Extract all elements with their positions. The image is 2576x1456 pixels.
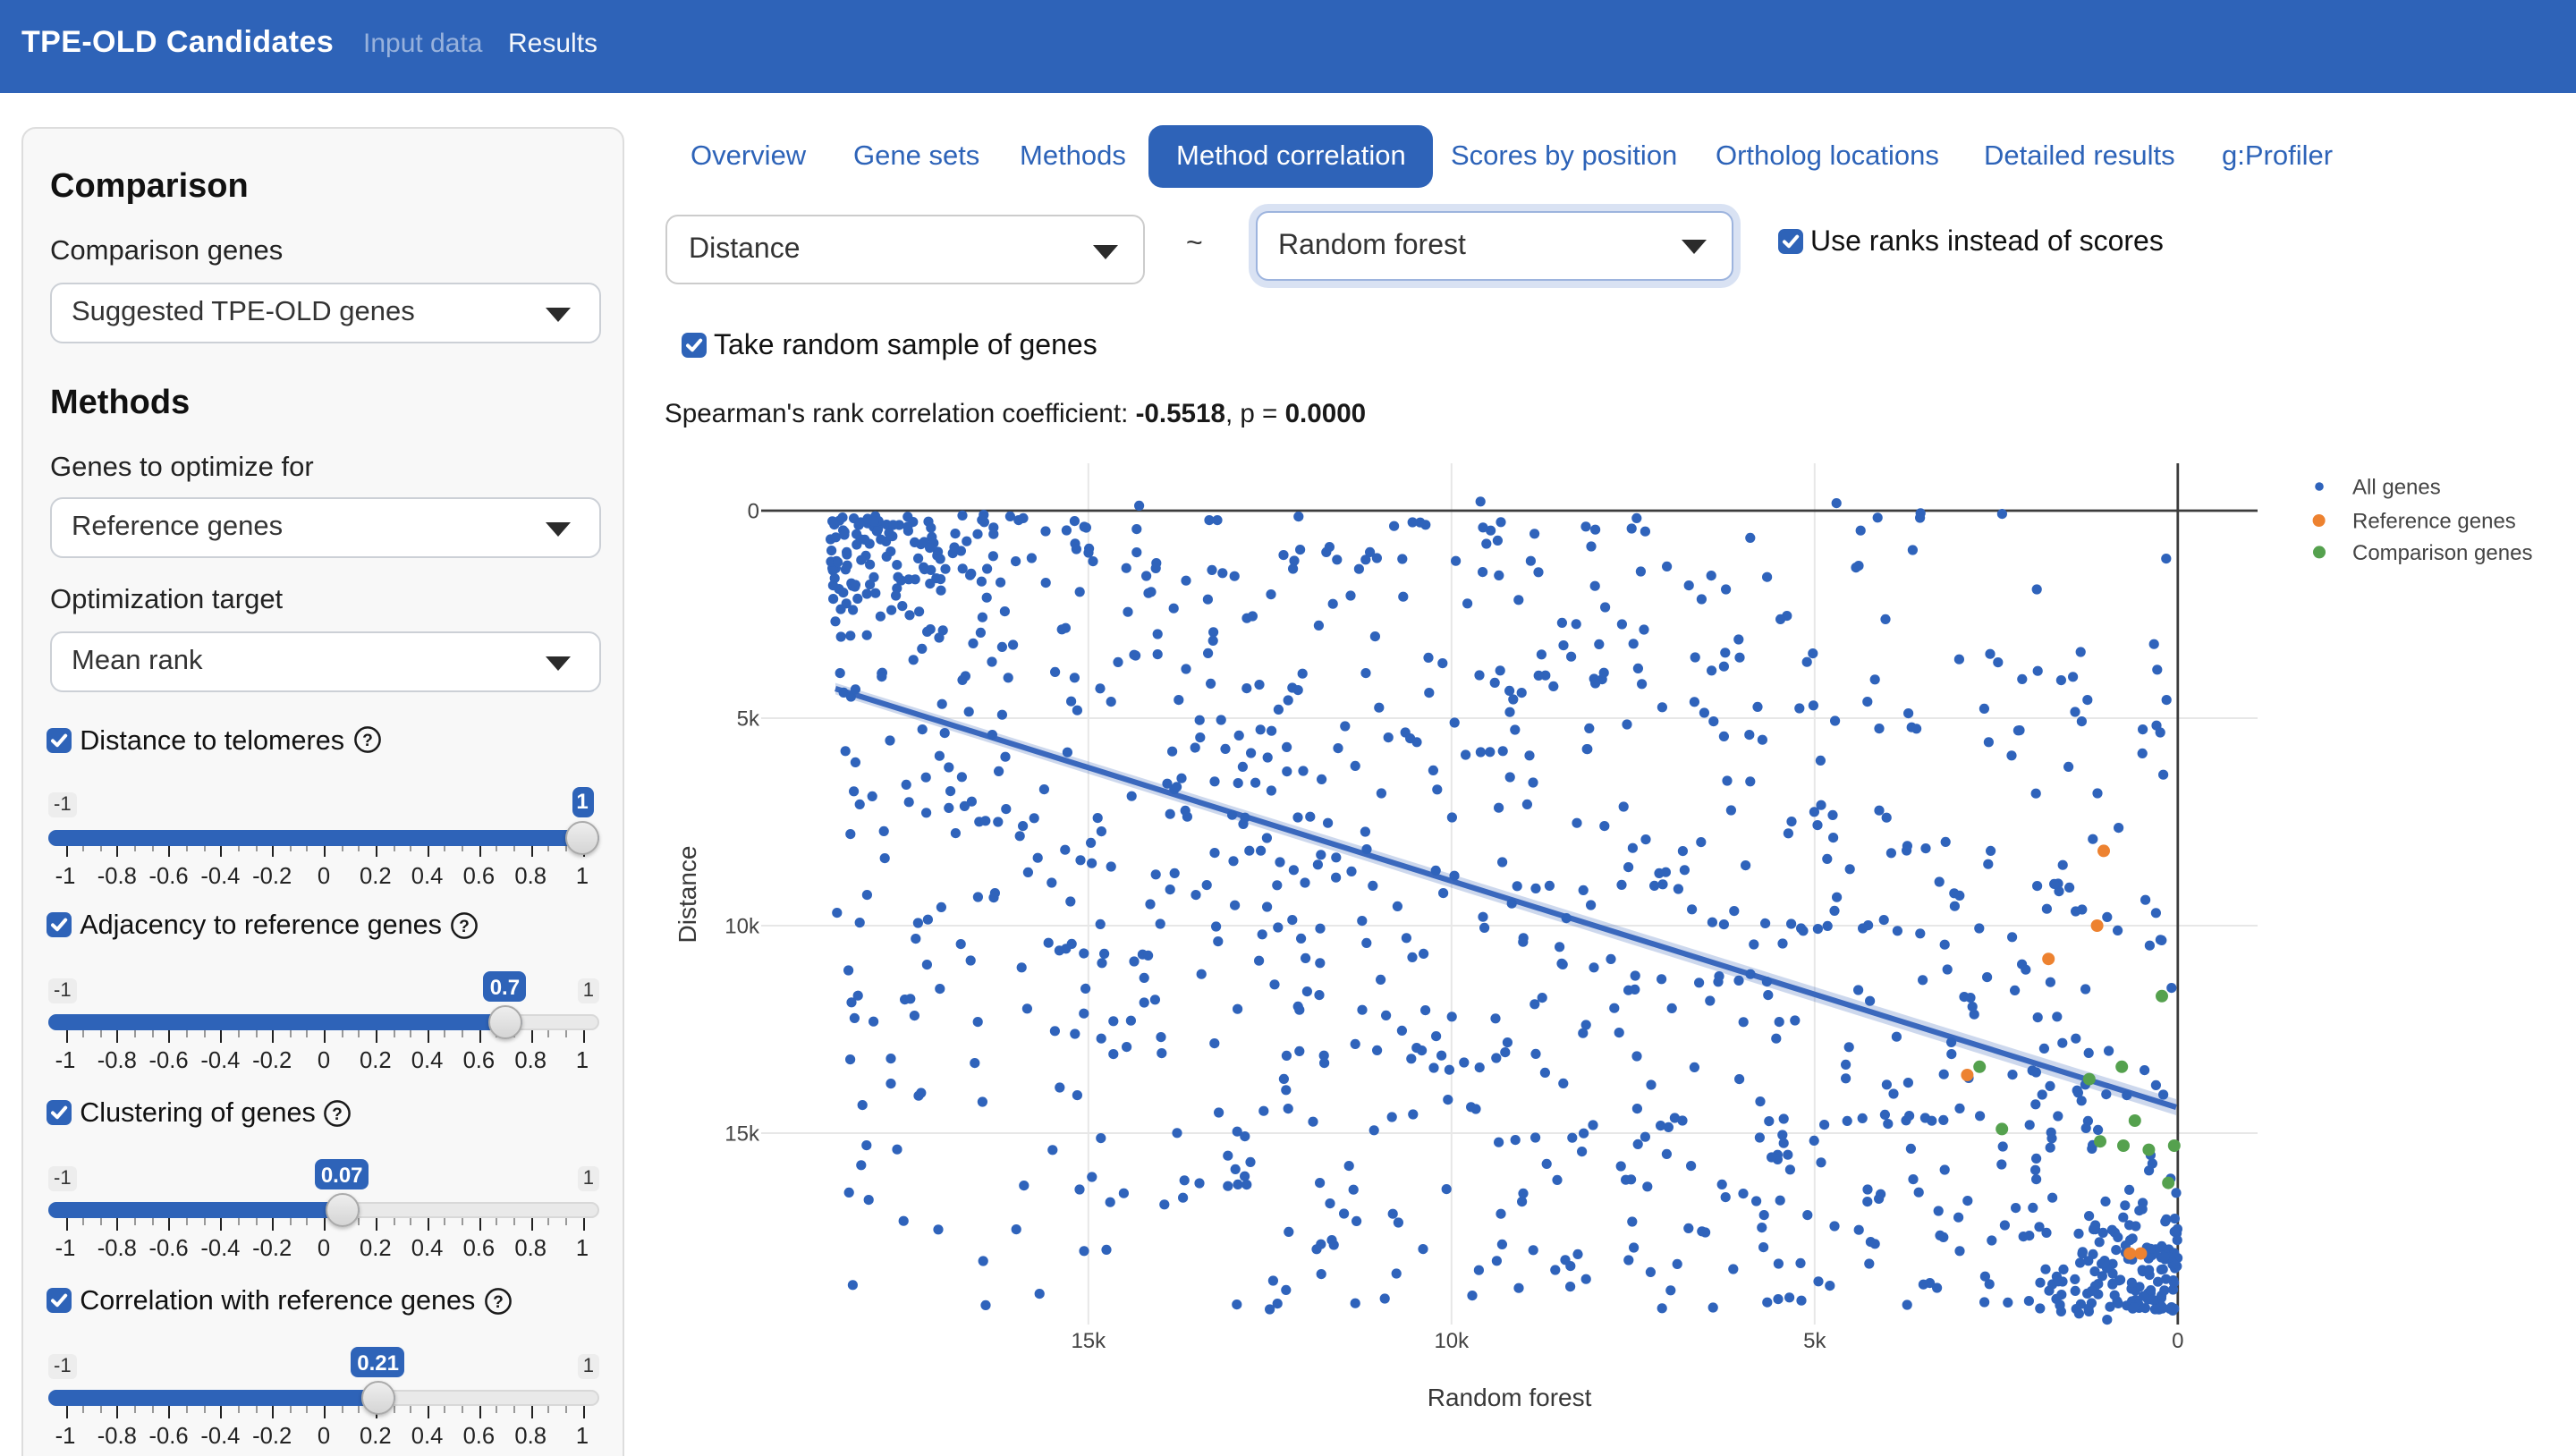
svg-text:10k: 10k xyxy=(724,914,760,938)
svg-text:15k: 15k xyxy=(724,1122,760,1146)
svg-text:15k: 15k xyxy=(1071,1329,1106,1353)
svg-text:All genes: All genes xyxy=(2352,475,2441,499)
svg-text:5k: 5k xyxy=(1803,1329,1826,1353)
svg-text:Distance: Distance xyxy=(674,846,701,944)
svg-text:0: 0 xyxy=(2172,1329,2183,1353)
svg-text:Reference genes: Reference genes xyxy=(2352,509,2516,533)
svg-text:Random forest: Random forest xyxy=(1428,1384,1592,1411)
svg-text:0: 0 xyxy=(748,499,759,523)
svg-text:?: ? xyxy=(459,917,470,935)
svg-text:?: ? xyxy=(333,1105,343,1123)
svg-text:10k: 10k xyxy=(1434,1329,1470,1353)
svg-text:?: ? xyxy=(361,732,372,750)
svg-text:?: ? xyxy=(492,1292,503,1311)
svg-text:5k: 5k xyxy=(737,707,760,731)
svg-text:Comparison genes: Comparison genes xyxy=(2352,541,2532,565)
